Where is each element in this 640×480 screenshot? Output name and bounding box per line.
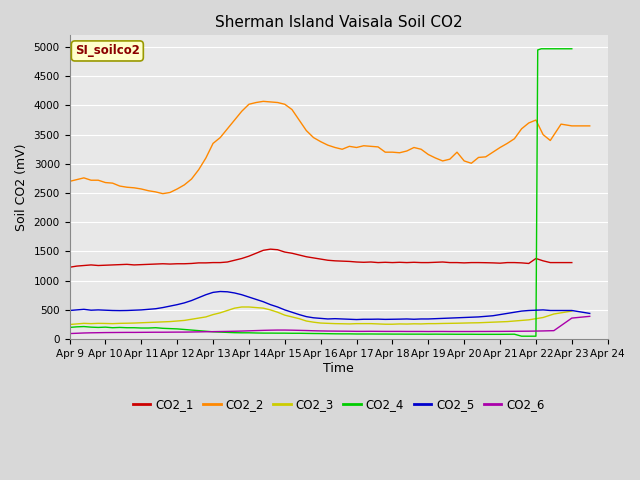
CO2_1 — [547, 260, 554, 265]
CO2_3 — [238, 304, 246, 310]
CO2_6 — [195, 329, 202, 335]
CO2_3 — [159, 319, 166, 325]
CO2_3 — [550, 311, 557, 317]
Legend: CO2_1, CO2_2, CO2_3, CO2_4, CO2_5, CO2_6: CO2_1, CO2_2, CO2_3, CO2_4, CO2_5, CO2_6 — [128, 394, 549, 416]
CO2_1 — [209, 260, 217, 265]
CO2_5 — [317, 315, 324, 321]
CO2_1 — [317, 256, 324, 262]
CO2_4 — [66, 324, 74, 330]
CO2_1 — [66, 264, 74, 270]
CO2_4 — [489, 332, 497, 337]
CO2_6 — [586, 313, 593, 319]
CO2_3 — [353, 321, 360, 326]
CO2_6 — [180, 329, 188, 335]
CO2_5 — [80, 306, 88, 312]
CO2_1 — [568, 260, 575, 265]
CO2_2 — [324, 142, 332, 148]
CO2_6 — [216, 329, 224, 335]
CO2_5 — [557, 308, 565, 313]
Title: Sherman Island Vaisala Soil CO2: Sherman Island Vaisala Soil CO2 — [215, 15, 463, 30]
CO2_2 — [586, 123, 593, 129]
CO2_4 — [339, 331, 346, 337]
CO2_4 — [216, 329, 224, 335]
CO2_6 — [482, 329, 490, 335]
Line: CO2_1: CO2_1 — [70, 249, 572, 267]
CO2_2 — [80, 175, 88, 181]
Line: CO2_5: CO2_5 — [70, 291, 589, 320]
CO2_5 — [66, 308, 74, 313]
CO2_5 — [532, 307, 540, 313]
CO2_3 — [568, 308, 575, 314]
CO2_5 — [381, 316, 389, 322]
CO2_2 — [557, 121, 565, 127]
CO2_3 — [223, 308, 231, 313]
CO2_2 — [159, 191, 166, 196]
CO2_4 — [131, 325, 138, 331]
CO2_6 — [489, 328, 497, 334]
CO2_5 — [353, 317, 360, 323]
Line: CO2_6: CO2_6 — [70, 316, 589, 334]
CO2_4 — [538, 46, 545, 52]
Line: CO2_3: CO2_3 — [70, 307, 572, 324]
CO2_4 — [568, 46, 575, 52]
CO2_2 — [66, 179, 74, 184]
CO2_2 — [138, 186, 145, 192]
CO2_4 — [180, 326, 188, 332]
CO2_1 — [374, 260, 382, 265]
CO2_2 — [259, 98, 267, 104]
CO2_1 — [267, 246, 275, 252]
Line: CO2_2: CO2_2 — [70, 101, 589, 193]
CO2_2 — [381, 149, 389, 155]
CO2_1 — [453, 260, 461, 265]
CO2_3 — [66, 322, 74, 327]
CO2_3 — [231, 305, 239, 311]
CO2_5 — [138, 307, 145, 313]
X-axis label: Time: Time — [323, 361, 354, 374]
CO2_6 — [66, 331, 74, 336]
CO2_2 — [532, 117, 540, 123]
CO2_4 — [274, 330, 282, 336]
Y-axis label: Soil CO2 (mV): Soil CO2 (mV) — [15, 144, 28, 231]
CO2_5 — [586, 311, 593, 316]
Line: CO2_4: CO2_4 — [70, 49, 572, 336]
CO2_1 — [80, 263, 88, 268]
CO2_6 — [339, 328, 346, 334]
CO2_5 — [216, 288, 224, 294]
CO2_4 — [518, 333, 525, 339]
CO2_3 — [102, 321, 109, 326]
Text: SI_soilco2: SI_soilco2 — [75, 45, 140, 58]
